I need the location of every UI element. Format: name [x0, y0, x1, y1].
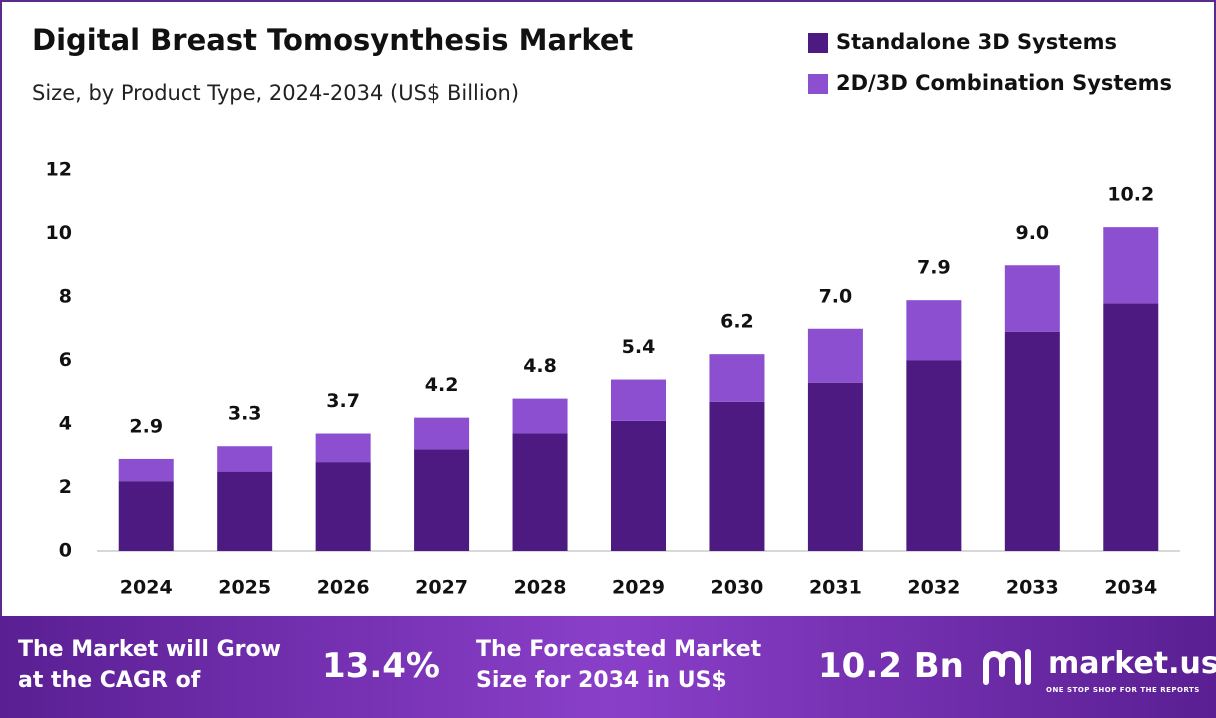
- bar-segment: [315, 433, 371, 463]
- bar-segment: [1004, 265, 1060, 332]
- x-tick-label: 2025: [218, 577, 271, 599]
- total-label: 4.8: [523, 355, 557, 377]
- y-tick-label: 4: [59, 413, 72, 435]
- x-tick-label: 2029: [612, 577, 665, 599]
- x-tick-label: 2028: [514, 577, 567, 599]
- bar-segment: [709, 401, 765, 551]
- bar-segment: [217, 446, 273, 472]
- forecast-text: The Forecasted Market Size for 2034 in U…: [476, 637, 762, 693]
- total-label: 7.9: [917, 257, 951, 279]
- bar-segment: [1103, 303, 1159, 551]
- legend-swatch: [808, 74, 828, 94]
- total-label: 10.2: [1107, 184, 1154, 206]
- total-label: 5.4: [622, 336, 656, 358]
- chart-subtitle: Size, by Product Type, 2024-2034 (US$ Bi…: [32, 81, 519, 105]
- bar-segment: [807, 328, 863, 383]
- bar-segment: [217, 471, 273, 551]
- chart-title: Digital Breast Tomosynthesis Market: [32, 23, 633, 57]
- total-label: 9.0: [1015, 222, 1049, 244]
- tagline: ONE STOP SHOP FOR THE REPORTS: [1046, 686, 1200, 694]
- bar-segment: [512, 398, 568, 434]
- total-label: 4.2: [425, 374, 459, 396]
- x-tick-label: 2026: [317, 577, 370, 599]
- bar-segment: [118, 458, 174, 482]
- y-tick-label: 10: [46, 222, 72, 244]
- cagr-value: 13.4%: [322, 646, 440, 686]
- x-tick-label: 2024: [120, 577, 173, 599]
- y-tick-label: 0: [59, 540, 72, 562]
- bar-segment: [906, 360, 962, 551]
- x-tick-label: 2031: [809, 577, 862, 599]
- total-label: 2.9: [129, 415, 163, 437]
- legend-swatch: [808, 33, 828, 53]
- y-tick-label: 2: [59, 476, 72, 498]
- x-tick-label: 2032: [907, 577, 960, 599]
- bar-segment: [414, 449, 470, 551]
- bar-segment: [414, 417, 470, 450]
- x-tick-label: 2030: [711, 577, 764, 599]
- bar-segment: [315, 462, 371, 551]
- total-label: 6.2: [720, 311, 754, 333]
- x-tick-label: 2033: [1006, 577, 1059, 599]
- chart: Digital Breast Tomosynthesis Market Size…: [0, 0, 1216, 618]
- bar-segment: [1103, 227, 1159, 304]
- bar-segment: [709, 354, 765, 402]
- total-label: 3.3: [228, 403, 262, 425]
- x-tick-label: 2034: [1104, 577, 1157, 599]
- legend-label: 2D/3D Combination Systems: [836, 71, 1172, 95]
- bar-segment: [906, 300, 962, 361]
- total-label: 7.0: [819, 285, 853, 307]
- bar-segment: [118, 481, 174, 551]
- bar-segment: [807, 382, 863, 551]
- forecast-value: 10.2 Bn: [818, 646, 964, 686]
- legend-label: Standalone 3D Systems: [836, 30, 1117, 54]
- logo: market.us: [1048, 646, 1216, 681]
- y-tick-label: 8: [59, 286, 72, 308]
- logo-icon: [983, 649, 1031, 685]
- bar-segment: [1004, 331, 1060, 551]
- cagr-text: The Market will Grow at the CAGR of: [18, 637, 281, 693]
- total-label: 3.7: [326, 390, 360, 412]
- y-tick-label: 6: [59, 349, 72, 371]
- bar-segment: [611, 379, 666, 421]
- x-tick-label: 2027: [415, 577, 468, 599]
- y-tick-label: 12: [46, 159, 72, 181]
- banner: The Market will Grow at the CAGR of 13.4…: [0, 616, 1216, 718]
- bar-segment: [611, 420, 666, 551]
- bar-segment: [512, 433, 568, 551]
